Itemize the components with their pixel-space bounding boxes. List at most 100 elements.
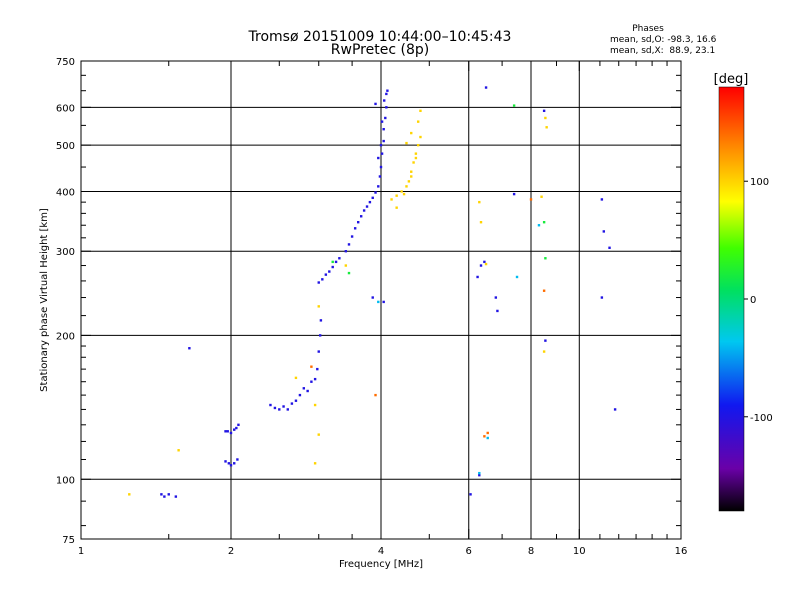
data-point (382, 127, 385, 131)
data-point (483, 260, 486, 264)
phases-mean-x: mean, sd,X: 88.9, 23.1 (610, 46, 715, 56)
data-point (174, 495, 178, 498)
data-point (410, 175, 413, 178)
data-point (319, 319, 323, 322)
data-point (374, 102, 377, 106)
phases-title: Phases (632, 24, 664, 34)
grid-lines (81, 61, 681, 539)
data-points (128, 86, 617, 498)
x-tick-label: 1 (78, 546, 84, 557)
data-point (374, 191, 377, 194)
data-point (344, 264, 348, 267)
x-tick-label: 8 (528, 546, 534, 557)
data-point (544, 339, 547, 342)
data-point (414, 156, 418, 160)
data-point (282, 405, 285, 408)
data-point (613, 408, 617, 411)
data-point (380, 120, 384, 123)
data-point (410, 131, 413, 135)
data-point (331, 260, 334, 264)
data-point (544, 116, 547, 120)
colorbar-ticks: -100 0 100 (744, 177, 773, 424)
x-tick-label: 4 (378, 546, 384, 557)
data-point (331, 265, 334, 269)
data-point (294, 376, 298, 380)
data-point (294, 399, 298, 402)
data-point (365, 205, 369, 208)
data-point (224, 430, 227, 433)
data-point (359, 215, 363, 218)
data-point (395, 206, 398, 209)
data-point (377, 156, 380, 160)
y-tick-label: 75 (62, 535, 75, 546)
data-point (310, 380, 313, 383)
data-point (416, 120, 420, 123)
data-point (385, 106, 388, 109)
x-axis-label: Frequency [MHz] (339, 559, 423, 570)
data-point (407, 180, 411, 183)
data-point (350, 235, 354, 238)
data-point (318, 334, 322, 337)
data-point (371, 296, 374, 299)
data-point (479, 221, 483, 224)
data-point (235, 426, 238, 430)
data-point (469, 493, 472, 496)
data-point (356, 221, 360, 224)
colorbar-tick-label: -100 (750, 413, 773, 424)
colorbar-label: [deg] (714, 72, 749, 87)
y-tick-label: 750 (56, 57, 75, 68)
chart-subtitle: RwPretec (8p) (331, 42, 429, 58)
data-point (542, 109, 546, 113)
data-point (374, 393, 377, 397)
data-point (515, 275, 519, 279)
data-point (316, 367, 319, 371)
y-tick-label: 400 (56, 187, 75, 198)
data-point (377, 300, 380, 304)
data-point (306, 389, 309, 393)
data-point (313, 462, 317, 465)
data-point (298, 393, 302, 397)
data-point (410, 170, 413, 173)
colorbar-tick-label: 100 (750, 177, 769, 188)
data-point (310, 365, 313, 368)
data-point (402, 192, 406, 196)
data-point (347, 271, 351, 275)
data-point (236, 458, 239, 461)
data-point (419, 109, 422, 113)
data-point (362, 209, 366, 212)
data-point (227, 462, 231, 465)
data-point (484, 86, 488, 89)
data-point (602, 230, 606, 233)
phases-mean-o: mean, sd,O: -98.3, 16.6 (610, 35, 717, 45)
data-point (386, 89, 389, 92)
data-point (419, 135, 422, 139)
data-point (537, 224, 541, 227)
data-point (496, 309, 499, 313)
y-axis-label: Stationary phase Virtual Height [km] (39, 208, 50, 392)
data-point (334, 260, 338, 264)
y-tick-label: 200 (56, 331, 75, 342)
data-point (412, 161, 415, 164)
y-tick-label: 600 (56, 103, 75, 114)
data-point (484, 262, 488, 266)
data-point (529, 198, 533, 201)
chart-title: Tromsø 20151009 10:44:00–10:45:43 (248, 29, 512, 45)
data-point (317, 281, 320, 284)
data-point (486, 431, 489, 435)
y-tick-label: 300 (56, 247, 75, 258)
y-tick-label: 100 (56, 475, 75, 486)
data-point (377, 185, 380, 188)
data-point (380, 152, 384, 155)
x-tick-label: 2 (228, 546, 234, 557)
colorbar-tick-label: 0 (750, 295, 756, 306)
y-axis: 75 100 200 300 400 500 600 750 (56, 57, 681, 546)
data-point (347, 243, 351, 246)
data-point (317, 350, 320, 353)
data-point (600, 296, 604, 299)
data-point (128, 493, 131, 496)
data-point (278, 408, 281, 411)
data-point (390, 198, 393, 201)
data-point (378, 175, 382, 178)
data-point (328, 270, 331, 273)
data-point (542, 350, 546, 353)
